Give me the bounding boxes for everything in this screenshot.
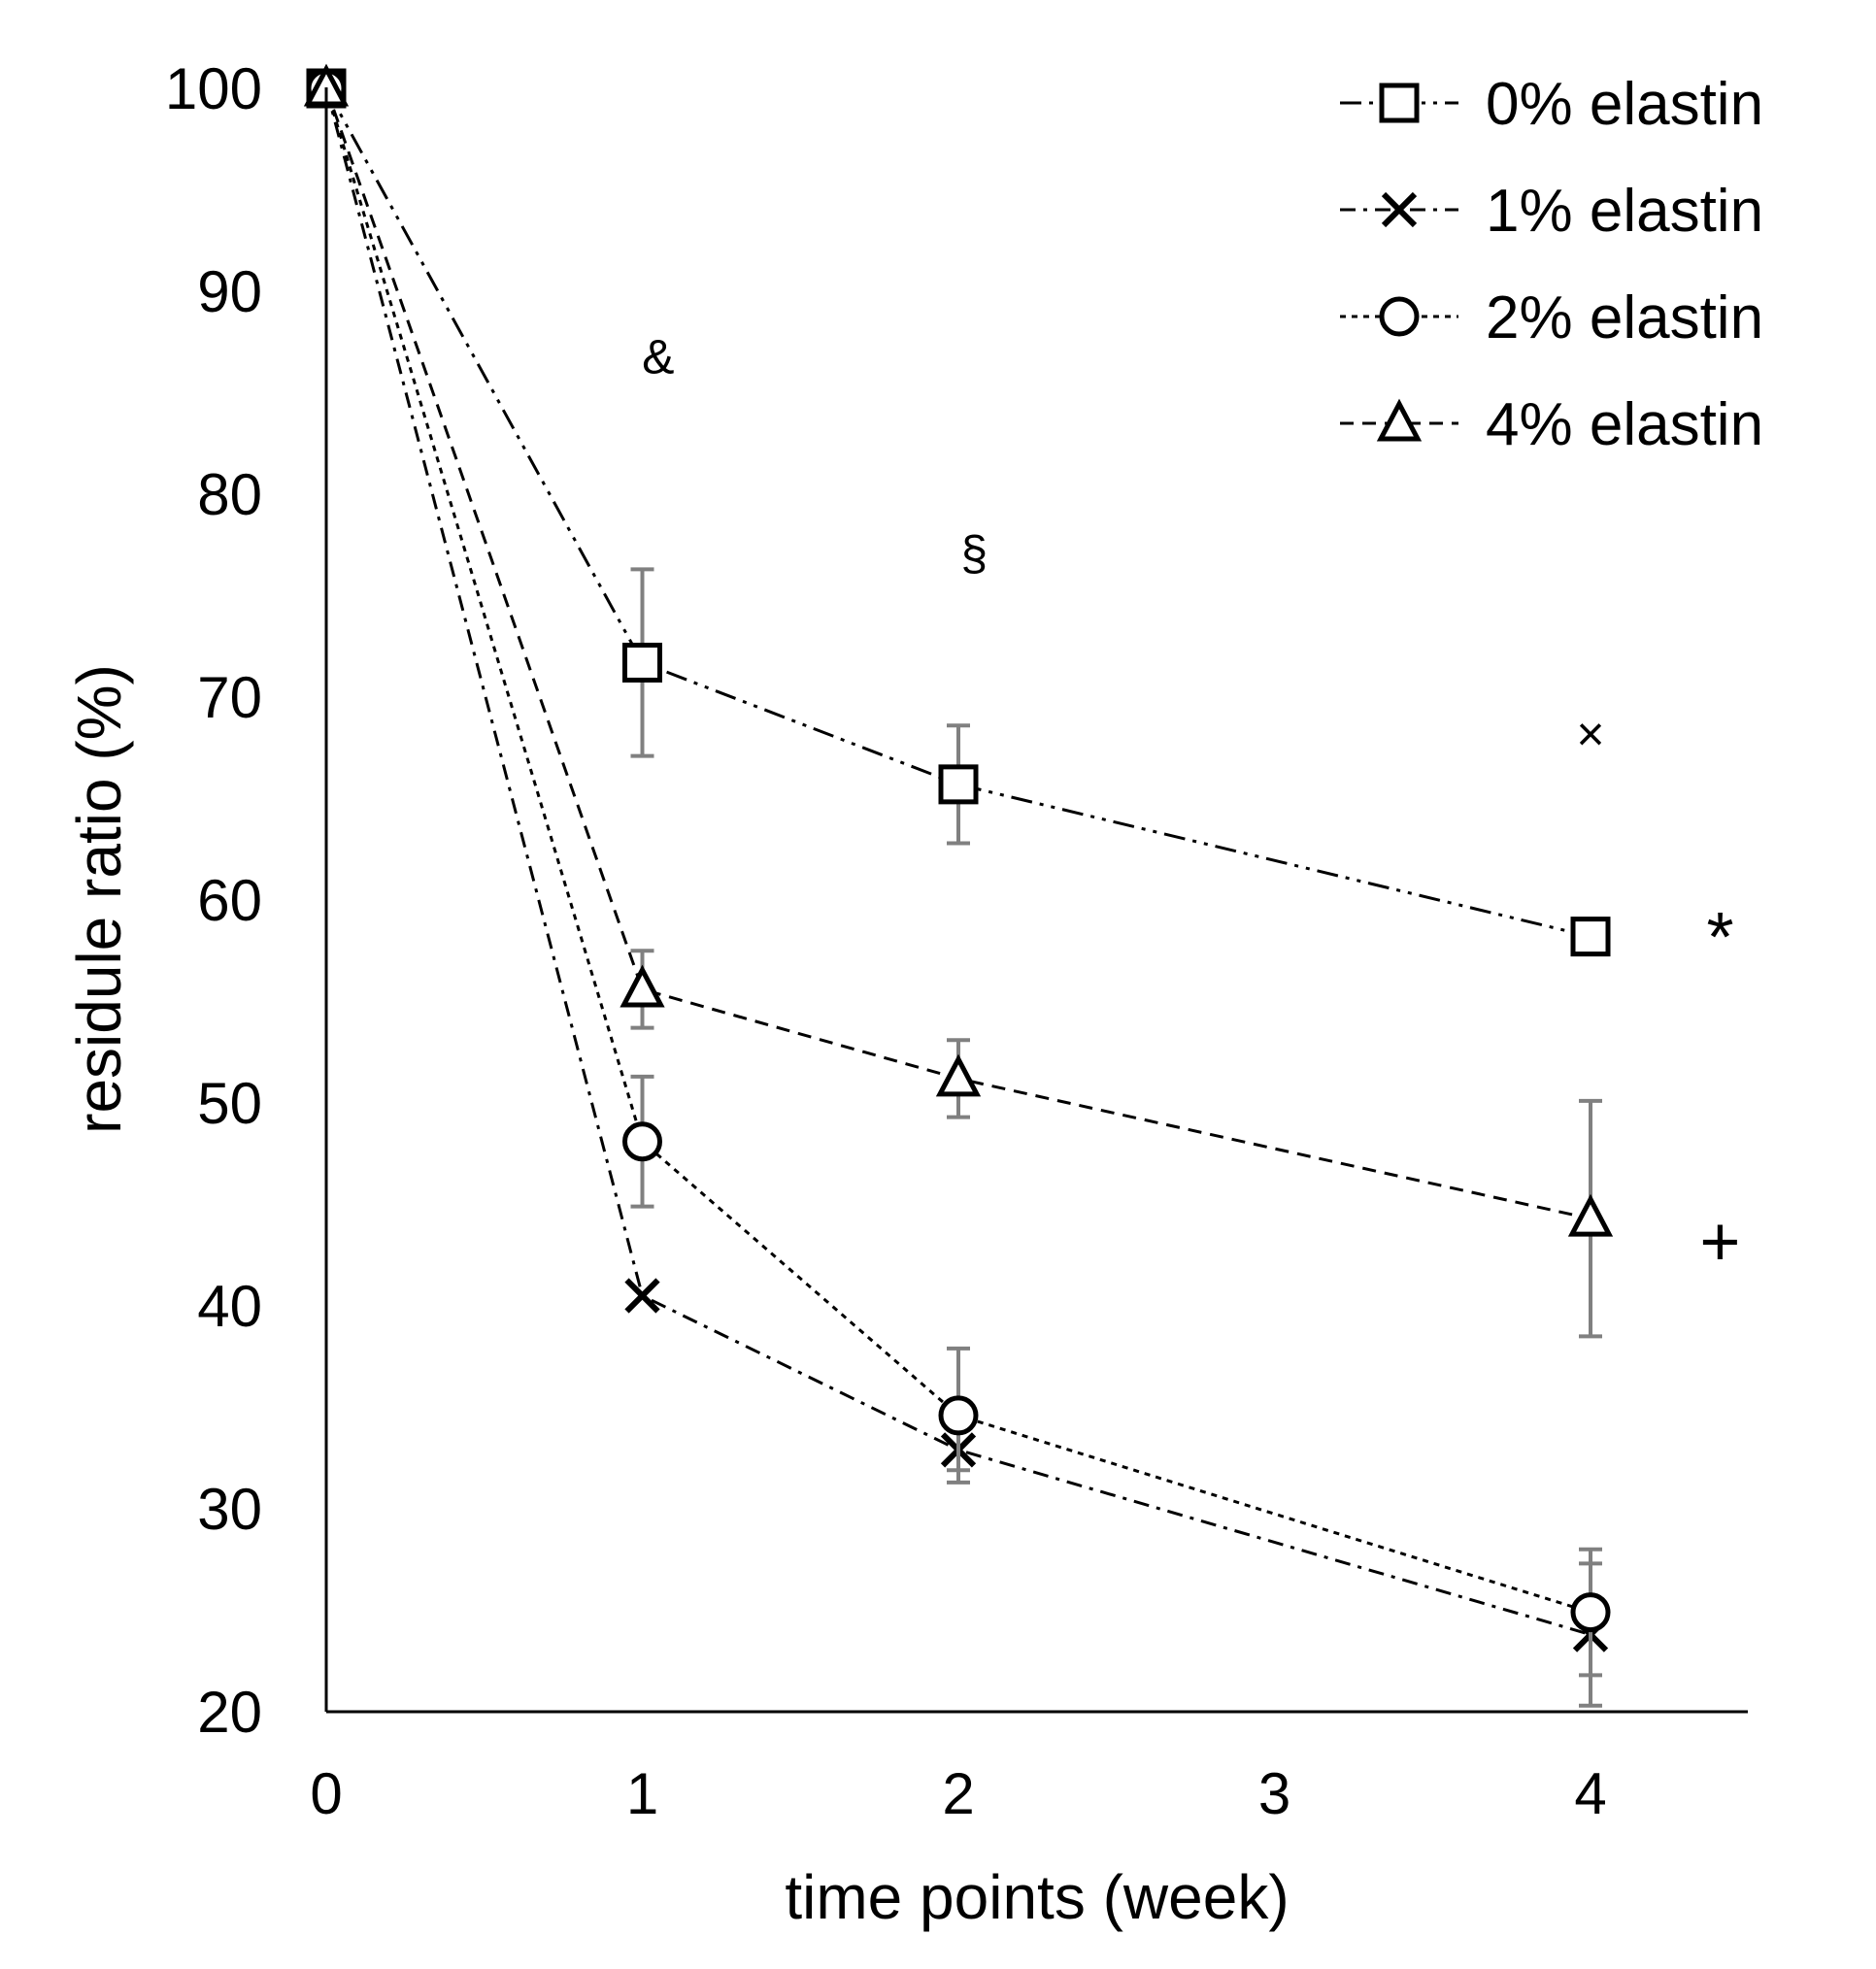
y-tick-label: 20: [197, 1680, 262, 1745]
y-tick-label: 80: [197, 462, 262, 527]
data-point: [620, 964, 665, 1008]
significance-annotation: §: [960, 526, 988, 581]
legend-marker: [1381, 191, 1418, 228]
x-tick-label: 2: [942, 1761, 974, 1826]
legend-item-3: 4% elastin: [1340, 391, 1763, 458]
significance-annotation: &: [642, 329, 674, 384]
data-point: [1567, 1193, 1614, 1237]
data-point: [1570, 917, 1611, 957]
data-point: [935, 1053, 982, 1097]
series-line-1: [324, 87, 1591, 1637]
y-tick-label: 100: [165, 56, 262, 121]
series-3: [303, 63, 1614, 1339]
series-line-3: [324, 87, 1591, 1220]
annotation-layer: & § × * +: [642, 329, 1740, 1281]
x-tick-label: 4: [1574, 1761, 1606, 1826]
data-point: [622, 642, 662, 683]
y-tick-label: 90: [197, 259, 262, 324]
legend-label: 2% elastin: [1486, 284, 1763, 351]
significance-annotation: +: [1699, 1203, 1740, 1281]
x-axis-title: time points (week): [785, 1862, 1289, 1932]
series-layer: [303, 63, 1614, 1708]
y-tick-label: 30: [197, 1477, 262, 1542]
series-line-2: [324, 87, 1591, 1615]
data-point: [938, 1395, 979, 1436]
ticks-layer: 20 30 40 50 60 70 80 90 100 0 1 2 3 4: [165, 56, 1607, 1826]
legend-marker: [1379, 83, 1420, 123]
data-point: [1570, 1592, 1611, 1633]
x-tick-label: 0: [310, 1761, 342, 1826]
legend-marker: [1376, 398, 1423, 442]
series-line-0: [324, 87, 1591, 939]
legend-label: 1% elastin: [1486, 178, 1763, 245]
y-tick-label: 40: [197, 1274, 262, 1339]
x-tick-label: 3: [1258, 1761, 1290, 1826]
y-tick-label: 70: [197, 665, 262, 730]
y-tick-label: 50: [197, 1071, 262, 1136]
data-point: [938, 764, 979, 805]
legend: 0% elastin 1% elastin 2% elastin 4% elastin: [1340, 71, 1763, 458]
series-0: [306, 68, 1611, 957]
axes-layer: [324, 87, 1748, 1714]
legend-label: 0% elastin: [1486, 71, 1763, 138]
y-tick-label: 60: [197, 868, 262, 933]
legend-item-2: 2% elastin: [1340, 284, 1763, 351]
significance-annotation: *: [1706, 899, 1733, 977]
legend-item-1: 1% elastin: [1340, 178, 1763, 245]
legend-marker: [1379, 296, 1420, 337]
legend-item-0: 0% elastin: [1340, 71, 1763, 138]
y-axis-title: residule ratio (%): [64, 664, 134, 1134]
x-tick-label: 1: [626, 1761, 658, 1826]
legend-label: 4% elastin: [1486, 391, 1763, 458]
significance-annotation: ×: [1576, 707, 1604, 761]
data-point: [624, 1278, 660, 1314]
data-point: [622, 1121, 662, 1162]
